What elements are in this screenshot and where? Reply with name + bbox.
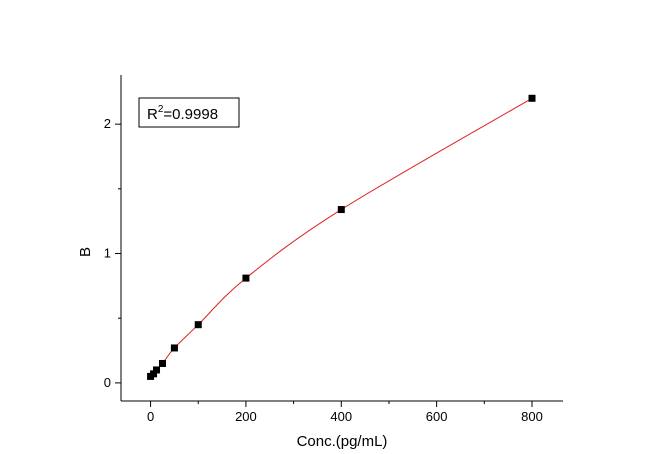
y-axis-ticks: 0 1 2 — [104, 116, 121, 390]
annotation-text: R2=0.9998 — [147, 104, 218, 123]
annotation-superscript: 2 — [158, 104, 164, 115]
x-axis-ticks: 0 200 400 600 800 — [147, 401, 543, 424]
y-tick-label: 2 — [104, 116, 111, 131]
x-tick-label: 800 — [521, 409, 543, 424]
x-tick-label: 200 — [235, 409, 257, 424]
x-tick-label: 400 — [330, 409, 352, 424]
annotation-prefix: R — [147, 106, 158, 123]
data-point — [170, 344, 178, 352]
data-point — [158, 359, 166, 367]
y-axis-label: B — [77, 247, 94, 257]
x-tick-label: 600 — [426, 409, 448, 424]
data-point — [242, 274, 250, 282]
plot-area: 0 200 400 600 800 0 1 2 — [104, 75, 563, 424]
data-points — [147, 94, 536, 380]
data-point — [194, 321, 202, 329]
fit-curve-line — [150, 97, 533, 377]
data-point — [528, 94, 536, 102]
x-tick-label: 0 — [147, 409, 154, 424]
y-tick-label: 1 — [104, 246, 111, 261]
annotation-box — [138, 97, 240, 128]
r-squared-annotation: R2=0.9998 — [138, 97, 240, 128]
data-point — [153, 366, 161, 374]
data-point — [337, 206, 345, 214]
annotation-value: =0.9998 — [163, 106, 218, 123]
data-point — [150, 370, 158, 378]
y-tick-label: 0 — [104, 375, 111, 390]
x-axis-label: Conc.(pg/mL) — [297, 433, 388, 450]
